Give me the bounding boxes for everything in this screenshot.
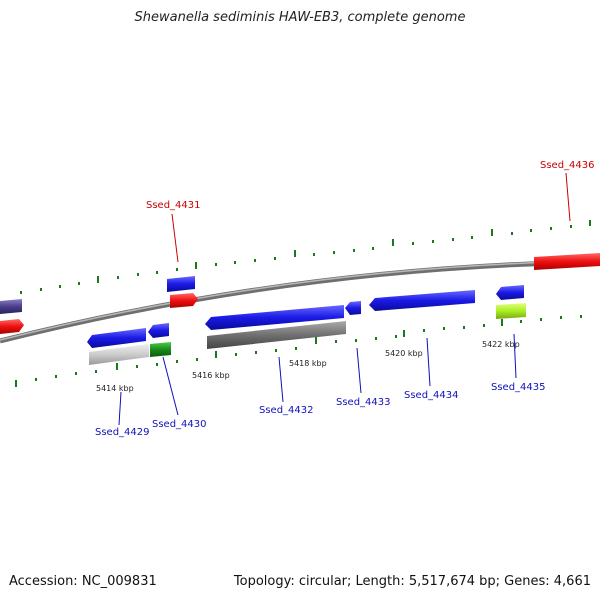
gene-label-ssed-4431[interactable]: Ssed_4431 <box>146 200 201 211</box>
gene-arrow-ssed-4431[interactable] <box>170 293 198 308</box>
gene-label-ssed-4434[interactable]: Ssed_4434 <box>404 390 459 401</box>
gene-label-ssed-4429[interactable]: Ssed_4429 <box>95 427 150 438</box>
gene-label-ssed-4433[interactable]: Ssed_4433 <box>336 397 391 408</box>
gene-arrow-ssed-4436[interactable] <box>534 253 600 270</box>
gene-label-ssed-4436[interactable]: Ssed_4436 <box>540 160 595 171</box>
gene-arrow-ssed-4429[interactable] <box>87 328 146 348</box>
accession-text: Accession: NC_009831 <box>9 574 157 589</box>
feature-box-lime[interactable] <box>496 303 526 319</box>
feature-box-dark-grey[interactable] <box>207 321 346 349</box>
outer-tick-track <box>20 220 591 294</box>
tick-label-5416: 5416 kbp <box>192 371 230 380</box>
gene-arrow-ssed-4432[interactable] <box>205 305 344 330</box>
tick-label-5422: 5422 kbp <box>482 340 520 349</box>
gene-arrow-ssed-4434[interactable] <box>369 290 475 311</box>
gene-label-ssed-4432[interactable]: Ssed_4432 <box>259 405 314 416</box>
gene-label-ssed-4430[interactable]: Ssed_4430 <box>152 419 207 430</box>
feature-box-light-grey[interactable] <box>89 344 149 365</box>
map-title: Shewanella sediminis HAW-EB3, complete g… <box>134 10 466 25</box>
gene-label-ssed-4435[interactable]: Ssed_4435 <box>491 382 546 393</box>
tick-label-5420: 5420 kbp <box>385 349 423 358</box>
gene-arrow-blue-4431a[interactable] <box>167 276 195 292</box>
gene-arrow-purple-left[interactable] <box>0 299 22 314</box>
inner-tick-track <box>15 315 582 387</box>
genome-summary-text: Topology: circular; Length: 5,517,674 bp… <box>233 574 591 589</box>
tick-label-5414: 5414 kbp <box>96 384 134 393</box>
feature-box-green[interactable] <box>150 342 171 357</box>
tick-label-5418: 5418 kbp <box>289 359 327 368</box>
gene-arrow-ssed-4430[interactable] <box>148 323 169 338</box>
gene-arrow-ssed-4433[interactable] <box>345 301 361 315</box>
gene-arrow-ssed-4435[interactable] <box>496 285 524 300</box>
gene-arrow-red-left[interactable] <box>0 319 24 334</box>
genome-backbone <box>0 259 600 344</box>
